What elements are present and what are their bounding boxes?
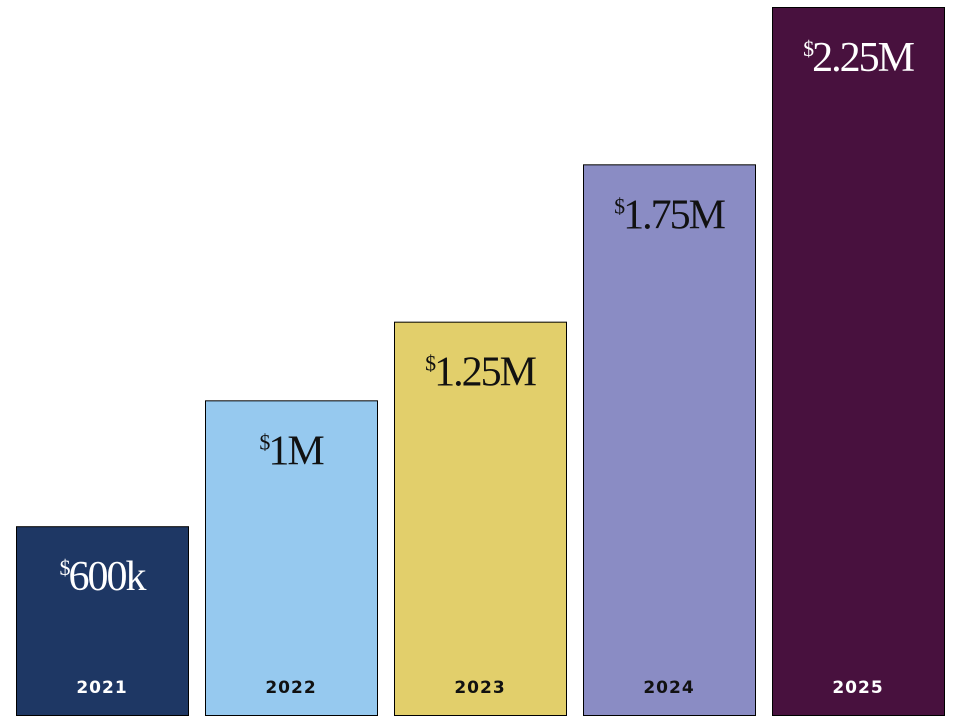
amount: 2.25M bbox=[812, 35, 915, 81]
category-label: 2023 bbox=[454, 678, 505, 698]
amount: 1M bbox=[268, 428, 324, 474]
amount: 600k bbox=[69, 554, 147, 600]
bar bbox=[772, 7, 945, 716]
value-label: $600k bbox=[60, 554, 147, 600]
bar bbox=[583, 164, 756, 716]
amount: 1.25M bbox=[434, 350, 537, 396]
category-label: 2024 bbox=[643, 678, 694, 698]
bar bbox=[16, 526, 189, 716]
category-label: 2022 bbox=[265, 678, 316, 698]
amount: 1.75M bbox=[623, 192, 726, 238]
category-label: 2025 bbox=[832, 678, 883, 698]
value-label: $1.75M bbox=[614, 192, 726, 238]
value-label: $1.25M bbox=[425, 350, 537, 396]
category-label: 2021 bbox=[76, 678, 127, 698]
bar bbox=[394, 321, 567, 716]
value-label: $2.25M bbox=[803, 35, 915, 81]
bar bbox=[205, 400, 378, 716]
value-label: $1M bbox=[259, 428, 324, 474]
